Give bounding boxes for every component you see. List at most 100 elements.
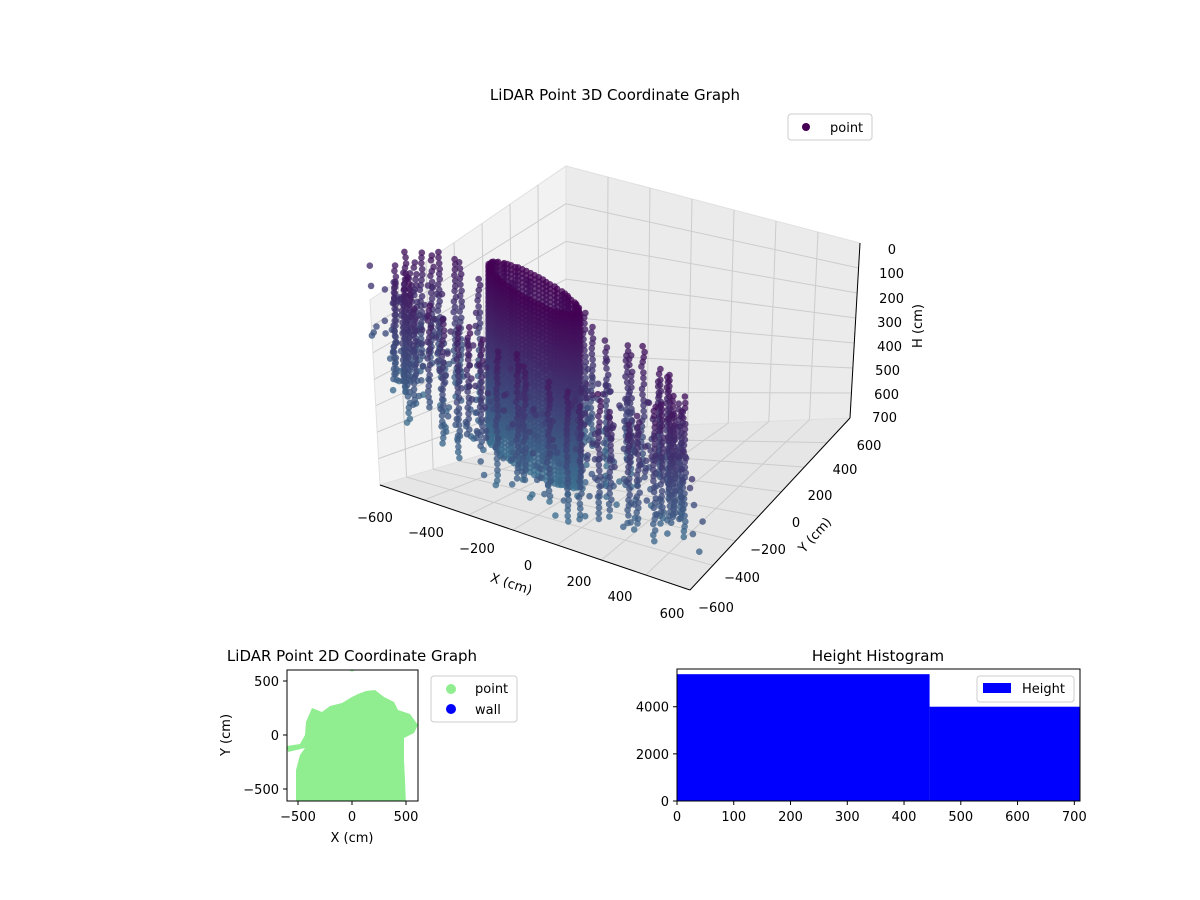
scatter-point-3d <box>636 419 643 426</box>
scatter-point-3d <box>440 327 448 334</box>
scatter-point-3d <box>589 382 596 390</box>
scatter-point-3d <box>428 295 436 302</box>
scatter-point-3d <box>440 429 447 437</box>
scatter-point-3d <box>635 456 643 464</box>
gridline <box>565 354 853 369</box>
scatter-point-3d <box>412 370 420 378</box>
scatter-point-3d <box>606 513 613 520</box>
scatter-point-3d <box>478 373 485 381</box>
scatter-point-3d <box>438 412 446 420</box>
scatter-point-3d <box>466 362 473 369</box>
scatter-point-3d <box>670 503 678 510</box>
scatter-point-3d <box>522 445 530 452</box>
scatter-point-3d <box>402 260 410 267</box>
z-tick-label: 300 <box>877 316 902 331</box>
scatter-point-3d <box>513 382 521 390</box>
scatter-point-3d <box>626 485 633 493</box>
scatter-point-3d <box>493 477 501 485</box>
scatter-point-3d <box>666 470 673 478</box>
scatter-point-3d <box>595 509 602 517</box>
scatter-point-3d <box>603 344 611 351</box>
scatter-point-3d <box>658 401 665 408</box>
scatter-point-3d <box>405 280 413 288</box>
x-tick-label-histogram: 500 <box>948 810 973 825</box>
scatter-point-3d <box>625 421 632 429</box>
scatter-point-3d <box>583 455 591 463</box>
scatter-point-3d <box>404 274 411 281</box>
scatter-point-3d <box>434 307 442 315</box>
scatter-point-3d <box>681 501 688 508</box>
scatter-point-3d <box>537 474 544 481</box>
scatter-point-3d <box>565 496 572 504</box>
scatter-point-3d <box>444 413 452 420</box>
scatter-point-3d <box>546 470 553 478</box>
scatter-point-3d <box>439 375 446 382</box>
scatter-point-3d <box>589 356 596 363</box>
scatter-point-3d <box>435 248 442 256</box>
x-tick-label: 400 <box>608 590 633 605</box>
scatter-point-3d <box>514 431 522 439</box>
scatter-point-3d <box>405 285 413 293</box>
scatter-point-3d <box>392 280 399 287</box>
scatter-point-3d <box>439 396 446 403</box>
scatter-point-3d <box>410 305 418 312</box>
scatter-point-3d <box>621 417 628 425</box>
scatter-point-3d <box>500 407 508 414</box>
scatter-point-3d <box>456 265 464 272</box>
scatter-point-3d <box>521 427 528 435</box>
scatter-point-3d <box>577 446 585 454</box>
scatter-point-3d <box>682 399 689 407</box>
scatter-point-3d <box>607 479 615 487</box>
scatter-point-3d <box>533 432 540 440</box>
scatter-point-3d <box>606 457 614 465</box>
scatter-point-3d <box>670 427 677 435</box>
scatter-point-3d <box>493 385 500 393</box>
scatter-point-3d <box>582 374 589 382</box>
y-tick-label-histogram: 4000 <box>636 701 669 716</box>
scatter-point-3d <box>606 506 614 514</box>
scatter-point-3d <box>426 377 433 384</box>
scatter-point-3d <box>586 492 593 500</box>
y-tick-label-histogram: 2000 <box>636 748 669 763</box>
scatter-point-3d <box>544 384 552 391</box>
gridline <box>406 476 713 566</box>
scatter-point-3d <box>660 434 668 442</box>
scatter-point-3d <box>635 499 642 506</box>
scatter-point-3d <box>400 292 408 299</box>
scatter-point-3d <box>666 371 673 379</box>
scatter-point-3d <box>515 361 522 369</box>
scatter-point-3d <box>514 404 522 412</box>
scatter-point-3d <box>596 419 603 426</box>
scatter-point-3d <box>679 484 687 491</box>
x-axis-line <box>379 484 691 591</box>
scatter-point-3d <box>392 301 399 308</box>
scatter-point-3d <box>625 512 632 519</box>
scatter-point-3d <box>520 390 528 398</box>
y-tick-label-2d: 0 <box>271 729 279 744</box>
scatter-point-3d <box>370 329 378 336</box>
scatter-point-3d <box>513 350 521 358</box>
scatter-point-3d <box>595 515 603 523</box>
scatter-point-3d <box>659 466 666 473</box>
z-axis-label: H (cm) <box>911 304 926 348</box>
scatter-point-3d <box>659 445 667 452</box>
scatter-point-3d <box>426 371 434 379</box>
scatter-point-3d <box>634 434 641 442</box>
scatter-point-3d <box>688 475 696 483</box>
scatter-point-3d <box>546 449 554 457</box>
scatter-point-3d <box>521 476 529 484</box>
scatter-point-3d <box>652 419 659 427</box>
scatter-point-3d <box>494 466 501 474</box>
z-tick-label: 200 <box>879 292 904 307</box>
scatter-point-3d <box>391 328 399 335</box>
x-tick-label: 600 <box>660 607 685 622</box>
scatter-point-3d <box>439 316 446 323</box>
scatter-point-3d <box>444 350 451 357</box>
scatter-point-3d <box>451 277 459 285</box>
scatter-point-3d <box>634 444 641 452</box>
scatter-point-3d <box>424 387 432 395</box>
scatter-point-3d <box>607 452 615 460</box>
scatter-region-2d <box>287 670 418 801</box>
scatter-point-3d <box>633 477 641 485</box>
legend-2d-marker-point <box>446 684 456 694</box>
